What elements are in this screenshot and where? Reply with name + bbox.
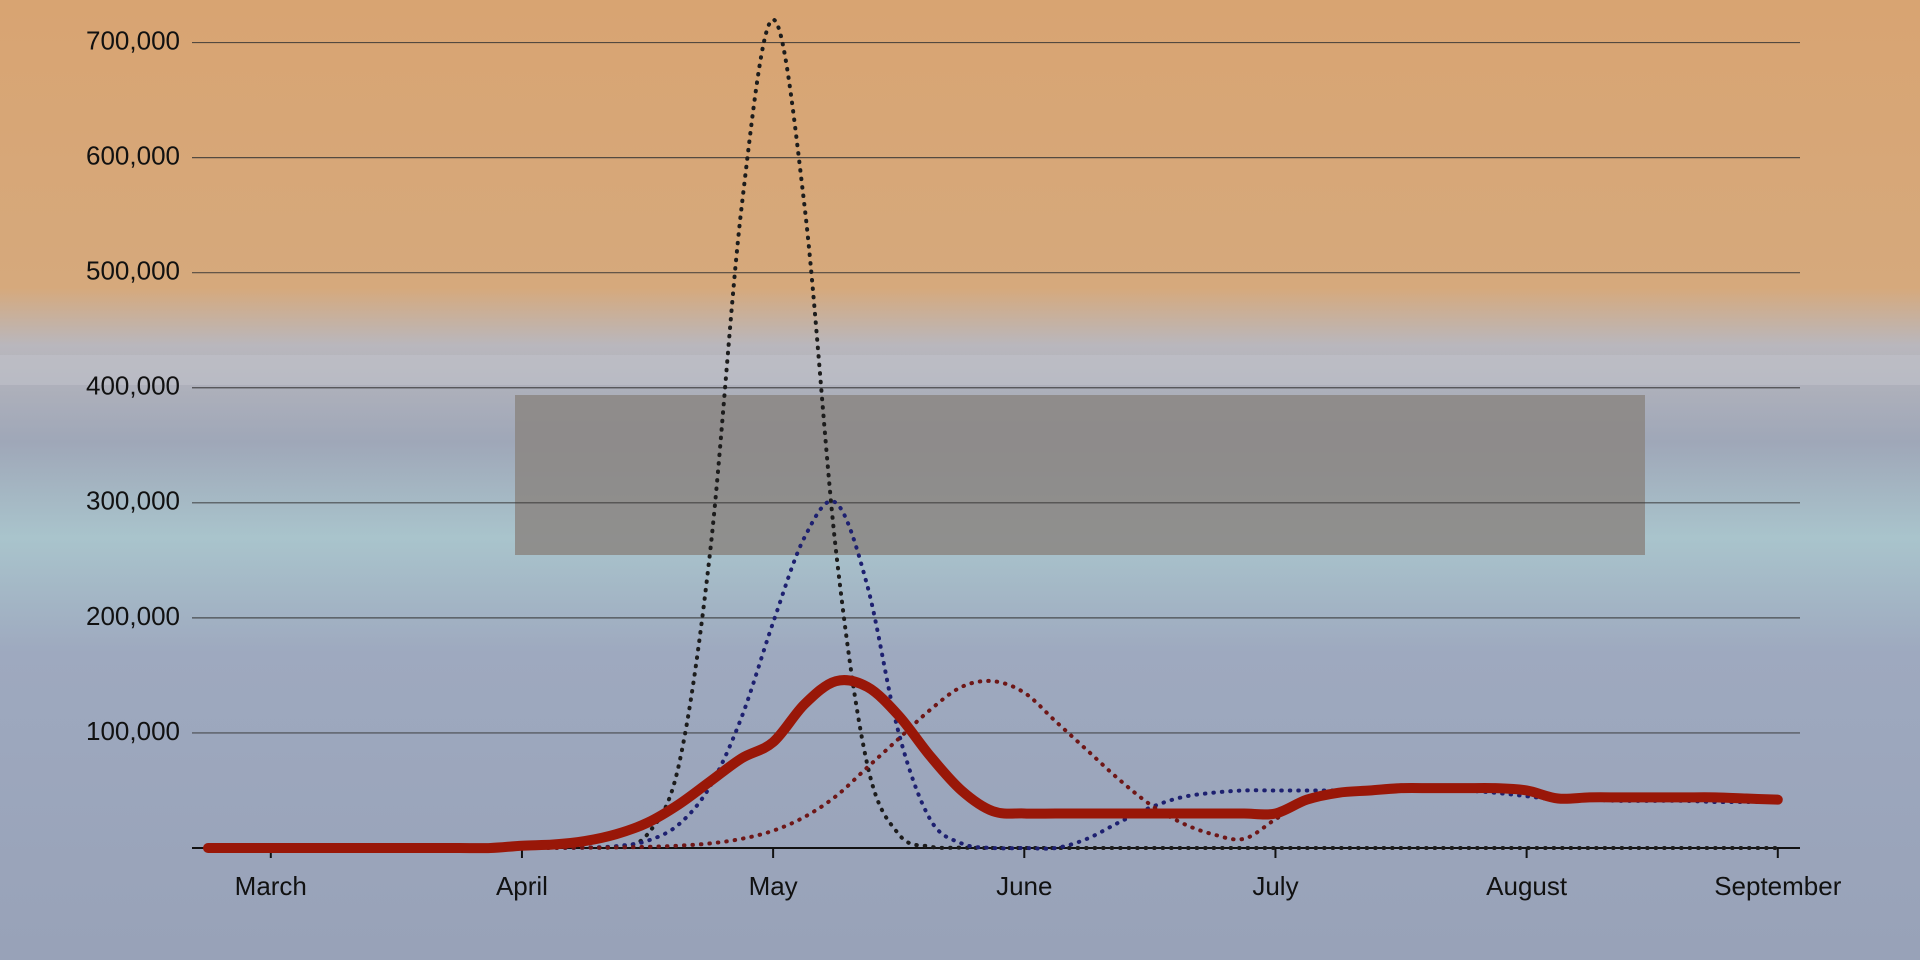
series-line	[206, 17, 1780, 851]
series-line	[206, 678, 1780, 851]
y-tick-label: 700,000	[86, 25, 180, 55]
x-tick-label: June	[996, 871, 1052, 901]
y-tick-label: 600,000	[86, 141, 180, 171]
series-line	[206, 499, 1780, 851]
y-tick-label: 100,000	[86, 716, 180, 746]
background-building	[515, 395, 1645, 555]
y-tick-label: 400,000	[86, 371, 180, 401]
series-line	[203, 675, 1783, 854]
x-tick-label: July	[1252, 871, 1298, 901]
x-tick-label: April	[496, 871, 548, 901]
x-tick-label: March	[235, 871, 307, 901]
y-tick-label: 300,000	[86, 486, 180, 516]
x-tick-label: August	[1486, 871, 1568, 901]
y-tick-label: 200,000	[86, 601, 180, 631]
y-tick-label: 500,000	[86, 256, 180, 286]
background-roof	[0, 355, 1920, 385]
x-tick-label: September	[1714, 871, 1842, 901]
x-tick-label: May	[749, 871, 798, 901]
